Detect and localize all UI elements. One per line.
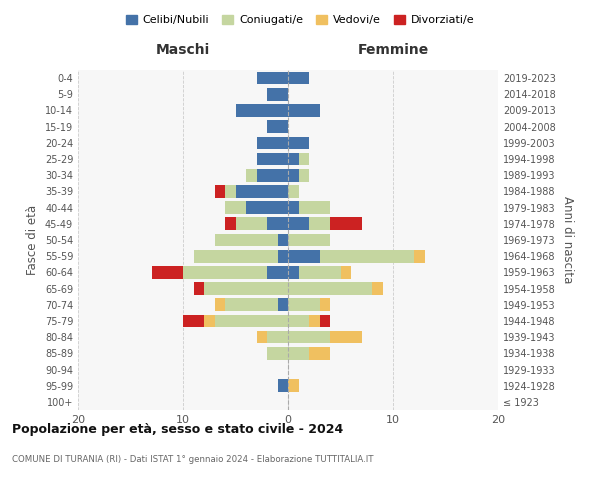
Bar	[288, 104, 320, 117]
Bar	[330, 331, 361, 344]
Bar	[215, 314, 288, 328]
Bar	[299, 169, 309, 181]
Bar	[288, 380, 299, 392]
Bar	[151, 266, 183, 278]
Bar	[299, 202, 330, 214]
Bar	[372, 282, 383, 295]
Bar	[225, 298, 277, 311]
Bar	[215, 234, 277, 246]
Bar	[288, 234, 330, 246]
Y-axis label: Fasce di età: Fasce di età	[26, 205, 39, 275]
Bar	[288, 218, 309, 230]
Bar	[277, 234, 288, 246]
Bar	[204, 314, 215, 328]
Bar	[257, 331, 267, 344]
Bar	[288, 266, 299, 278]
Bar	[225, 185, 235, 198]
Legend: Celibi/Nubili, Coniugati/e, Vedovi/e, Divorziati/e: Celibi/Nubili, Coniugati/e, Vedovi/e, Di…	[121, 10, 479, 30]
Bar	[257, 72, 288, 85]
Bar	[215, 298, 225, 311]
Text: COMUNE DI TURANIA (RI) - Dati ISTAT 1° gennaio 2024 - Elaborazione TUTTITALIA.IT: COMUNE DI TURANIA (RI) - Dati ISTAT 1° g…	[12, 455, 373, 464]
Text: Popolazione per età, sesso e stato civile - 2024: Popolazione per età, sesso e stato civil…	[12, 422, 343, 436]
Bar	[204, 282, 288, 295]
Bar	[320, 298, 330, 311]
Bar	[288, 282, 372, 295]
Bar	[267, 88, 288, 101]
Bar	[288, 152, 299, 166]
Bar	[277, 298, 288, 311]
Bar	[267, 218, 288, 230]
Bar	[288, 250, 320, 262]
Bar	[288, 169, 299, 181]
Bar	[257, 152, 288, 166]
Bar	[235, 218, 267, 230]
Y-axis label: Anni di nascita: Anni di nascita	[561, 196, 574, 284]
Bar	[277, 250, 288, 262]
Text: Maschi: Maschi	[156, 43, 210, 57]
Bar	[341, 266, 351, 278]
Bar	[414, 250, 425, 262]
Bar	[288, 331, 330, 344]
Bar	[288, 298, 320, 311]
Bar	[246, 202, 288, 214]
Text: Femmine: Femmine	[358, 43, 428, 57]
Bar	[288, 72, 309, 85]
Bar	[277, 380, 288, 392]
Bar	[309, 347, 330, 360]
Bar	[330, 218, 361, 230]
Bar	[299, 152, 309, 166]
Bar	[225, 202, 246, 214]
Bar	[193, 282, 204, 295]
Bar	[309, 218, 330, 230]
Bar	[288, 347, 309, 360]
Bar	[257, 136, 288, 149]
Bar	[320, 314, 330, 328]
Bar	[235, 104, 288, 117]
Bar	[267, 347, 288, 360]
Bar	[288, 185, 299, 198]
Bar	[299, 266, 341, 278]
Bar	[183, 314, 204, 328]
Bar	[288, 136, 309, 149]
Bar	[309, 314, 320, 328]
Bar	[193, 250, 277, 262]
Bar	[267, 120, 288, 133]
Bar	[215, 185, 225, 198]
Bar	[225, 218, 235, 230]
Bar	[320, 250, 414, 262]
Bar	[246, 169, 257, 181]
Bar	[235, 185, 288, 198]
Bar	[288, 314, 309, 328]
Bar	[288, 202, 299, 214]
Bar	[267, 331, 288, 344]
Bar	[267, 266, 288, 278]
Bar	[183, 266, 267, 278]
Bar	[257, 169, 288, 181]
